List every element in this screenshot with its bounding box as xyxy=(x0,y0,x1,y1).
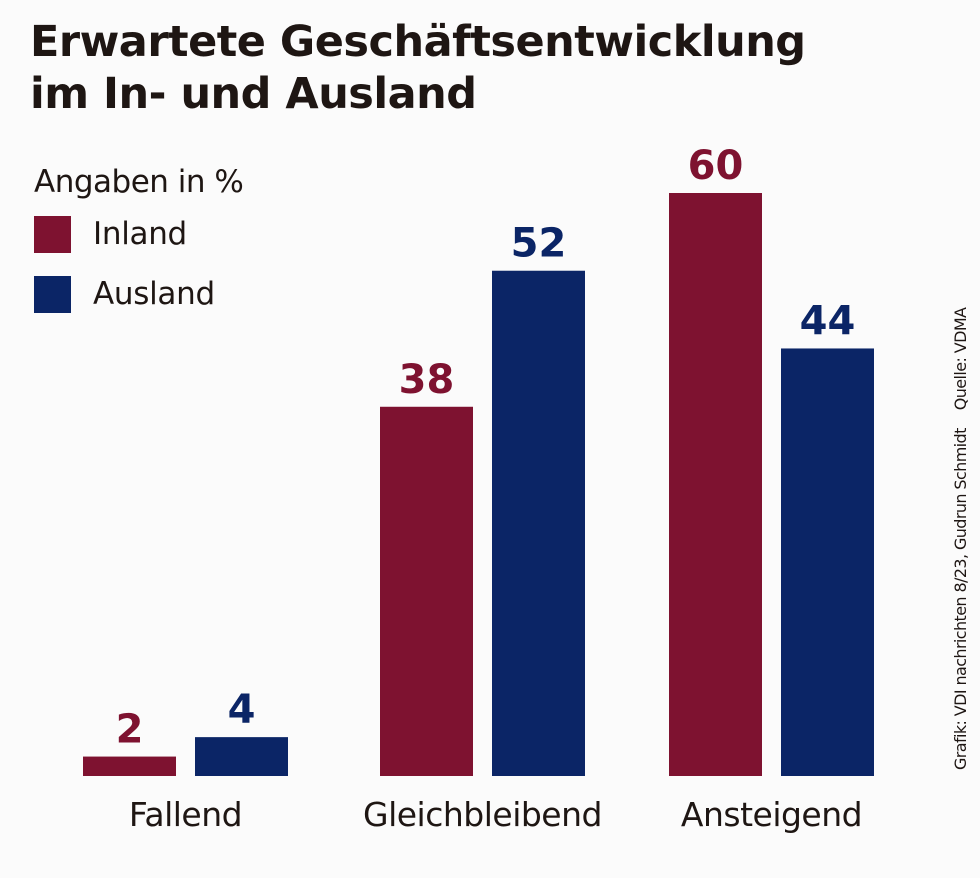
data-label-inland-fallend: 2 xyxy=(116,707,144,753)
legend-item-inland: Inland xyxy=(34,204,243,264)
bar-inland-gleichbleibend xyxy=(380,406,473,776)
data-label-ausland-gleichbleibend: 52 xyxy=(511,221,567,267)
category-label-ansteigend: Ansteigend xyxy=(681,795,862,834)
category-label-fallend: Fallend xyxy=(129,795,242,834)
chart-title-line-1: Erwartete Geschäftsentwicklung xyxy=(30,17,806,67)
legend-item-ausland: Ausland xyxy=(34,264,243,324)
legend: Angaben in % Inland Ausland xyxy=(34,160,244,324)
bar-ausland-fallend xyxy=(195,737,288,776)
source-text: Quelle: VDMA xyxy=(951,307,970,411)
legend-label-ausland: Ausland xyxy=(93,276,215,312)
bar-ausland-ansteigend xyxy=(781,348,874,776)
data-label-inland-ansteigend: 60 xyxy=(688,143,744,189)
legend-label-inland: Inland xyxy=(93,216,187,252)
data-label-inland-gleichbleibend: 38 xyxy=(399,357,455,403)
chart-title: Erwartete Geschäftsentwicklung im In- un… xyxy=(30,16,806,120)
legend-subtitle: Angaben in % xyxy=(34,164,244,200)
legend-swatch-ausland xyxy=(34,275,71,313)
legend-swatch-inland xyxy=(34,215,71,253)
bar-inland-ansteigend xyxy=(669,193,762,776)
chart-title-line-2: im In- und Ausland xyxy=(30,69,477,119)
bar-ausland-gleichbleibend xyxy=(492,270,585,776)
credit-line: Grafik: VDI nachrichten 8/23, Gudrun Sch… xyxy=(951,308,970,770)
category-label-gleichbleibend: Gleichbleibend xyxy=(363,795,602,834)
credit-text: Grafik: VDI nachrichten 8/23, Gudrun Sch… xyxy=(951,428,970,770)
data-label-ausland-fallend: 4 xyxy=(228,687,256,733)
data-label-ausland-ansteigend: 44 xyxy=(800,298,856,344)
bar-inland-fallend xyxy=(83,756,176,776)
